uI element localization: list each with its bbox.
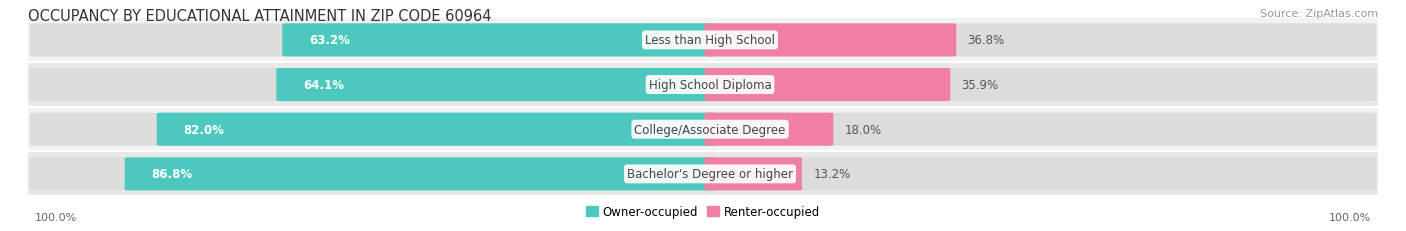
FancyBboxPatch shape [704, 113, 834, 146]
FancyBboxPatch shape [704, 24, 956, 57]
Bar [28, 64, 1378, 106]
Text: 82.0%: 82.0% [184, 123, 225, 136]
Text: 63.2%: 63.2% [309, 34, 350, 47]
Legend: Owner-occupied, Renter-occupied: Owner-occupied, Renter-occupied [581, 201, 825, 223]
Text: 100.0%: 100.0% [35, 212, 77, 222]
Text: Less than High School: Less than High School [645, 34, 775, 47]
Text: College/Associate Degree: College/Associate Degree [634, 123, 786, 136]
Text: Source: ZipAtlas.com: Source: ZipAtlas.com [1260, 9, 1378, 19]
Text: Bachelor's Degree or higher: Bachelor's Degree or higher [627, 168, 793, 181]
Text: 100.0%: 100.0% [1329, 212, 1371, 222]
Text: 18.0%: 18.0% [845, 123, 882, 136]
Text: OCCUPANCY BY EDUCATIONAL ATTAINMENT IN ZIP CODE 60964: OCCUPANCY BY EDUCATIONAL ATTAINMENT IN Z… [28, 9, 492, 24]
FancyBboxPatch shape [30, 69, 716, 102]
Text: High School Diploma: High School Diploma [648, 79, 772, 92]
Text: 36.8%: 36.8% [967, 34, 1005, 47]
FancyBboxPatch shape [704, 113, 1376, 146]
Text: 13.2%: 13.2% [813, 168, 851, 181]
FancyBboxPatch shape [283, 24, 716, 57]
FancyBboxPatch shape [704, 69, 1376, 102]
FancyBboxPatch shape [30, 158, 716, 191]
FancyBboxPatch shape [704, 69, 950, 102]
Bar [28, 108, 1378, 151]
FancyBboxPatch shape [277, 69, 716, 102]
FancyBboxPatch shape [30, 24, 716, 57]
Bar [28, 19, 1378, 62]
FancyBboxPatch shape [125, 158, 716, 191]
FancyBboxPatch shape [30, 113, 716, 146]
Text: 64.1%: 64.1% [304, 79, 344, 92]
Bar [28, 152, 1378, 195]
Text: 35.9%: 35.9% [962, 79, 998, 92]
FancyBboxPatch shape [704, 158, 1376, 191]
FancyBboxPatch shape [704, 24, 1376, 57]
Text: 86.8%: 86.8% [152, 168, 193, 181]
FancyBboxPatch shape [157, 113, 716, 146]
FancyBboxPatch shape [704, 158, 801, 191]
